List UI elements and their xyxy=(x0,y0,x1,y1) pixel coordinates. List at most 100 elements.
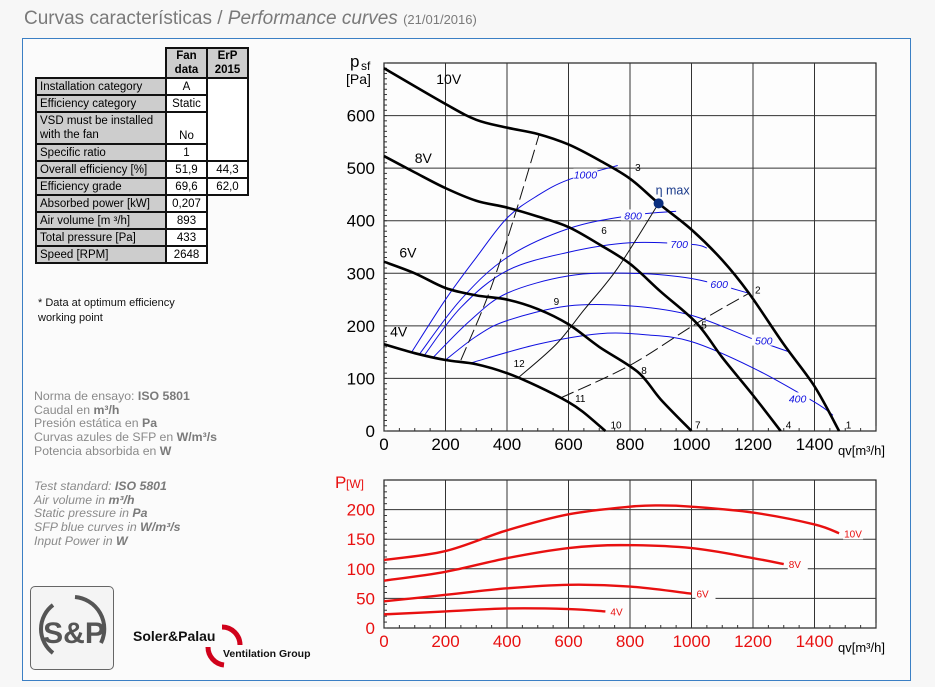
power-label-bg xyxy=(695,588,716,600)
title-separator: / xyxy=(211,8,228,29)
row-fan-value: 2648 xyxy=(165,245,208,264)
y-tick-label: 200 xyxy=(347,501,375,520)
y-tick-label: 100 xyxy=(347,369,375,388)
table-row: Total pressure [Pa] 433 xyxy=(35,228,248,247)
erp-empty-cell xyxy=(206,77,249,162)
row-label: Overall efficiency [%] xyxy=(35,160,167,179)
info-line: Curvas azules de SFP en W/m³/s xyxy=(34,430,217,445)
row-fan-value: 433 xyxy=(165,228,208,247)
row-label: Speed [RPM] xyxy=(35,245,167,264)
system-line xyxy=(460,133,540,361)
sfp-label: 400 xyxy=(789,393,807,405)
x-tick-label: 1200 xyxy=(734,632,772,651)
x-tick-label: 600 xyxy=(554,632,582,651)
brand-arc-icon xyxy=(205,624,243,668)
sfp-label-bg xyxy=(621,209,646,221)
y-tick-label: 0 xyxy=(366,619,375,638)
y-tick-label: 100 xyxy=(347,560,375,579)
info-line: Input Power in W xyxy=(34,533,128,548)
speed-label: 8V xyxy=(415,150,433,166)
info-line: SFP blue curves in W/m³/s xyxy=(34,520,181,535)
operating-point-label: 5 xyxy=(701,320,707,331)
x-tick-label: 200 xyxy=(431,632,459,651)
row-fan-value: 69,6 xyxy=(165,177,208,196)
system-line xyxy=(560,292,750,399)
table-row: Air volume [m ³/h] 893 xyxy=(35,211,248,230)
info-line: Air volume in m³/h xyxy=(34,492,135,507)
col-header-fan-data: Fan data xyxy=(165,47,208,79)
y-tick-label: 600 xyxy=(347,107,375,126)
y-tick-label: 150 xyxy=(347,530,375,549)
sfp-label-bg xyxy=(751,334,776,346)
info-line: Test standard: ISO 5801 xyxy=(34,479,167,493)
x-tick-label: 400 xyxy=(493,632,521,651)
row-label: Absorbed power [kW] xyxy=(35,194,167,213)
x-axis-label: qv[m³/h] xyxy=(838,443,885,458)
page-title: Curvas características / Performance cur… xyxy=(24,8,477,30)
table-footnote: * Data at optimum efficiency working poin… xyxy=(38,297,175,324)
power-curve-label: 10V xyxy=(844,529,862,540)
x-tick-label: 400 xyxy=(493,435,521,454)
operating-point-label: 9 xyxy=(554,297,560,308)
table-row: VSD must be installed with the fan No xyxy=(35,111,248,145)
table-row: Speed [RPM] 2648 xyxy=(35,245,248,264)
power-label-bg xyxy=(609,606,630,618)
sfp-label: 600 xyxy=(710,279,728,291)
table-row: Specific ratio 1 xyxy=(35,143,248,162)
pressure-curve-8V xyxy=(383,154,782,432)
operating-point-label: 3 xyxy=(635,163,641,174)
operating-point-label: 12 xyxy=(514,359,526,370)
x-axis-label: qv[m³/h] xyxy=(838,640,885,655)
sfp-label-bg xyxy=(707,277,732,289)
info-spanish: Norma de ensayo: ISO 5801 Caudal en m³/h P… xyxy=(34,389,217,459)
table-row: Installation category A xyxy=(35,77,249,162)
info-line: Potencia absorbida en W xyxy=(34,443,172,458)
table-row: Efficiency grade 69,6 62,0 xyxy=(35,177,249,196)
y-tick-label: 300 xyxy=(347,264,375,283)
sfp-curve-700 xyxy=(423,241,708,357)
row-label: VSD must be installed with the fan xyxy=(35,111,167,145)
row-fan-value: A xyxy=(165,77,208,96)
operating-point-label: 1 xyxy=(846,420,852,431)
row-label: Air volume [m ³/h] xyxy=(35,211,167,230)
operating-point-label: 2 xyxy=(755,285,761,296)
x-tick-label: 1000 xyxy=(673,632,711,651)
x-tick-label: 1400 xyxy=(796,435,834,454)
row-fan-value: 893 xyxy=(165,211,208,230)
operating-point-label: 10 xyxy=(610,420,622,431)
y-tick-label: 200 xyxy=(347,317,375,336)
power-curve-label: 6V xyxy=(697,590,710,601)
pressure-curve-10V xyxy=(383,67,841,432)
x-tick-label: 0 xyxy=(379,435,388,454)
power-curve-4V xyxy=(383,607,606,616)
x-tick-label: 1400 xyxy=(796,632,834,651)
power-curve-label: 4V xyxy=(610,607,623,618)
fan-data-table: Fan data ErP 2015 Installation category A E… xyxy=(35,47,249,264)
title-es: Curvas características xyxy=(24,8,212,29)
system-line xyxy=(518,203,660,378)
sp-mark-text: S&P xyxy=(43,617,105,650)
y-tick-label: 500 xyxy=(347,159,375,178)
sfp-label: 500 xyxy=(755,336,773,348)
x-tick-label: 600 xyxy=(554,435,582,454)
y-tick-label: 400 xyxy=(347,212,375,231)
row-fan-value: 51,9 xyxy=(165,160,208,179)
row-label: Installation category xyxy=(35,77,167,96)
row-label: Total pressure [Pa] xyxy=(35,228,167,247)
operating-point-label: 8 xyxy=(641,366,647,377)
speed-label: 10V xyxy=(436,71,462,87)
sfp-label-bg xyxy=(667,237,692,249)
sfp-curve-600 xyxy=(432,272,750,358)
table-row: Absorbed power [kW] 0,207 xyxy=(35,194,248,213)
sfp-label: 1000 xyxy=(574,169,598,181)
info-line: Caudal en m³/h xyxy=(34,402,120,417)
sfp-label: 800 xyxy=(624,210,642,222)
x-tick-label: 800 xyxy=(616,632,644,651)
info-line: Norma de ensayo: ISO 5801 xyxy=(34,389,190,403)
operating-point-label: 4 xyxy=(786,420,792,431)
sfp-label-bg xyxy=(573,168,598,180)
title-date: (21/01/2016) xyxy=(403,12,477,27)
power-curve-6V xyxy=(383,583,692,603)
row-label: Efficiency category xyxy=(35,94,167,113)
